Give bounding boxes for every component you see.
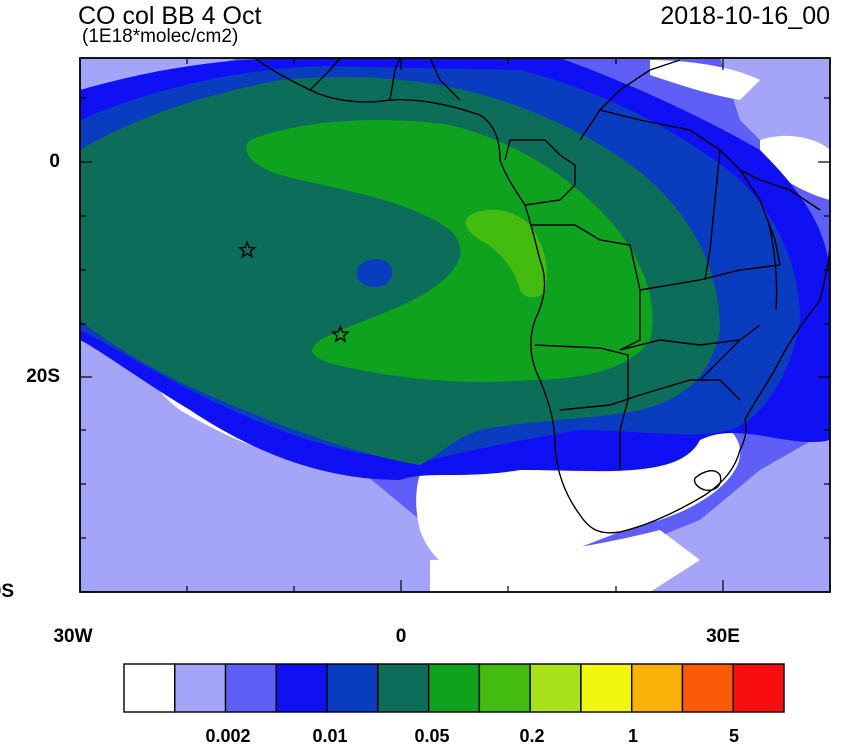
- colorbar-swatch: [681, 663, 734, 713]
- colorbar-swatch: [174, 663, 227, 713]
- colorbar-label: 0.002: [205, 726, 251, 746]
- coastlines: [254, 58, 830, 534]
- colorbar-swatch: [427, 663, 481, 713]
- field-green: [246, 120, 653, 382]
- colorbar-swatch: [478, 663, 531, 713]
- colorbar-swatch: [732, 663, 785, 713]
- tick-marks: [79, 58, 830, 593]
- field-blob: [356, 258, 393, 287]
- field-white-south: [430, 530, 700, 592]
- colorbar-swatch: [326, 663, 379, 713]
- field-white-east: [760, 135, 830, 200]
- star-marker: [237, 240, 257, 259]
- xtick-30e: 30E: [706, 626, 740, 647]
- map-title: CO col BB 4 Oct: [78, 2, 262, 30]
- star-markers: [237, 240, 350, 343]
- colorbar-label: 5: [728, 726, 739, 746]
- colorbar-swatch: [275, 663, 328, 713]
- colorbar-swatch: [529, 663, 582, 713]
- map-datetime: 2018-10-16_00: [660, 2, 830, 30]
- colorbar-label: 0.01: [312, 726, 348, 746]
- colorbar-swatch: [224, 663, 278, 713]
- field-white-ne: [650, 60, 760, 100]
- colorbar-swatch: [123, 663, 176, 713]
- field-lightgreen: [465, 209, 547, 298]
- co-field: [80, 58, 830, 592]
- xtick-30w: 30W: [53, 626, 93, 647]
- ytick-0: 0: [49, 151, 60, 172]
- field-light-nw: [80, 58, 240, 100]
- map-frame: [79, 57, 831, 593]
- colorbar-swatch: [630, 663, 684, 713]
- star-marker: [330, 324, 350, 343]
- map-units: (1E18*molec/cm2): [82, 26, 239, 47]
- field-light-south: [80, 330, 830, 592]
- colorbar-swatch: [377, 663, 430, 713]
- colorbar-swatch: [580, 663, 633, 713]
- ytick-40s: 40S: [0, 581, 14, 602]
- colorbar-label: 1: [627, 726, 638, 746]
- colorbar: [123, 663, 785, 713]
- colorbar-label: 0.2: [519, 726, 545, 746]
- xtick-0: 0: [395, 626, 407, 647]
- colorbar-label: 0.05: [414, 726, 450, 746]
- ytick-20s: 20S: [26, 366, 60, 387]
